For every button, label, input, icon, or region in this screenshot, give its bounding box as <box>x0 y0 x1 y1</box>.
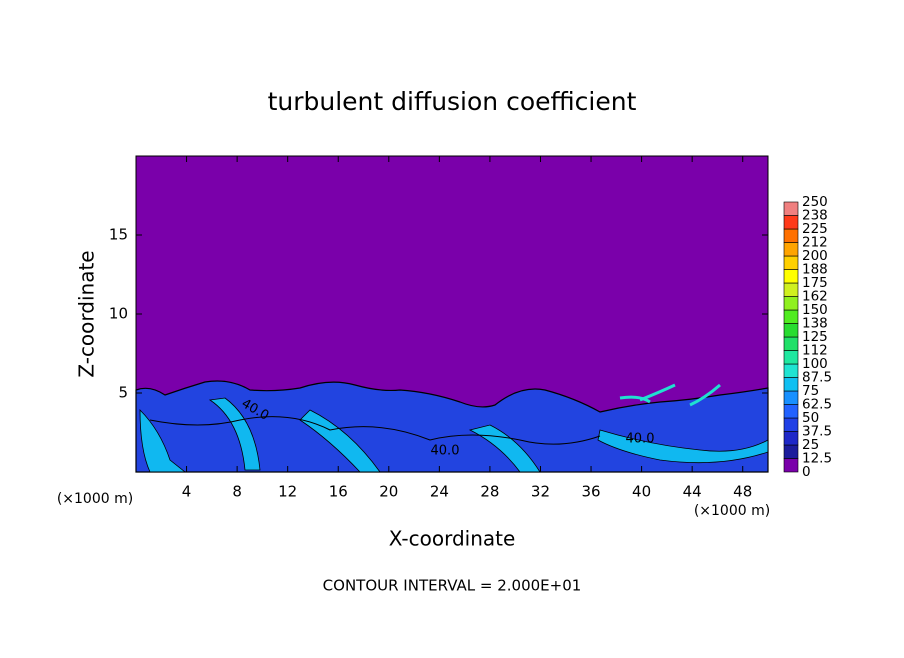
colorbar-segment <box>783 417 799 432</box>
x-tick-label: 32 <box>531 483 550 501</box>
x-tick-label: 44 <box>683 483 702 501</box>
colorbar-segment <box>783 282 799 297</box>
y-tick-label: 5 <box>118 384 128 402</box>
footnote: CONTOUR INTERVAL = 2.000E+01 <box>323 577 582 595</box>
colorbar-label: 188 <box>802 262 828 278</box>
colorbar-segment <box>783 444 799 459</box>
colorbar-segment <box>783 296 799 311</box>
colorbar-segment <box>783 377 799 392</box>
contour-line <box>149 416 601 445</box>
y-axis-label: Z-coordinate <box>75 250 99 377</box>
x-tick-label: 24 <box>430 483 449 501</box>
colorbar-segment <box>783 255 799 270</box>
colorbar-label: 250 <box>802 194 828 210</box>
field <box>135 156 769 473</box>
colorbar-segment <box>783 309 799 324</box>
colorbar-label: 138 <box>802 316 828 332</box>
colorbar-label: 100 <box>802 356 828 372</box>
y-tick-label: 15 <box>109 226 128 244</box>
colorbar-segment <box>783 201 799 216</box>
colorbar-label: 87.5 <box>802 370 832 386</box>
colorbar-label: 175 <box>802 275 828 291</box>
colorbar-segment <box>783 404 799 419</box>
colorbar-segment <box>783 350 799 365</box>
colorbar-segment <box>783 323 799 338</box>
colorbar-label: 238 <box>802 208 828 224</box>
colorbar-label: 25 <box>802 437 819 453</box>
x-unit-label: (×1000 m) <box>694 503 770 519</box>
colorbar-label: 125 <box>802 329 828 345</box>
colorbar-segment <box>783 215 799 230</box>
x-tick-label: 36 <box>581 483 600 501</box>
contour-label: 40.0 <box>626 432 655 447</box>
colorbar-label: 37.5 <box>802 424 832 440</box>
x-tick-label: 12 <box>278 483 297 501</box>
colorbar-label: 225 <box>802 221 828 237</box>
colorbar-label: 0 <box>802 464 811 480</box>
x-tick-label: 48 <box>733 483 752 501</box>
colorbar-segment <box>783 269 799 284</box>
colorbar-segment <box>783 242 799 257</box>
colorbar-label: 212 <box>802 235 828 251</box>
x-tick-label: 16 <box>329 483 348 501</box>
colorbar-segment <box>783 363 799 378</box>
colorbar-segment <box>783 390 799 405</box>
x-tick-label: 28 <box>480 483 499 501</box>
colorbar-label: 112 <box>802 343 828 359</box>
x-tick-label: 4 <box>182 483 192 501</box>
colorbar-label: 62.5 <box>802 397 832 413</box>
colorbar-label: 50 <box>802 410 819 426</box>
colorbar-label: 162 <box>802 289 828 305</box>
colorbar-label: 200 <box>802 248 828 264</box>
chart-title: turbulent diffusion coefficient <box>268 87 637 116</box>
colorbar-label: 150 <box>802 302 828 318</box>
x-axis-label: X-coordinate <box>389 527 516 551</box>
colorbar-segment <box>783 228 799 243</box>
y-tick-label: 10 <box>109 305 128 323</box>
x-tick-label: 20 <box>379 483 398 501</box>
x-tick-label: 8 <box>232 483 242 501</box>
colorbar-segment <box>783 336 799 351</box>
colorbar-segment <box>783 431 799 446</box>
y-unit-label: (×1000 m) <box>57 491 133 507</box>
contour-label: 40.0 <box>431 444 460 459</box>
field-region <box>135 380 769 473</box>
field-streak <box>619 383 721 407</box>
colorbar-segment <box>783 458 799 473</box>
colorbar-label: 12.5 <box>802 451 832 467</box>
colorbar-label: 75 <box>802 383 819 399</box>
x-tick-label: 40 <box>632 483 651 501</box>
